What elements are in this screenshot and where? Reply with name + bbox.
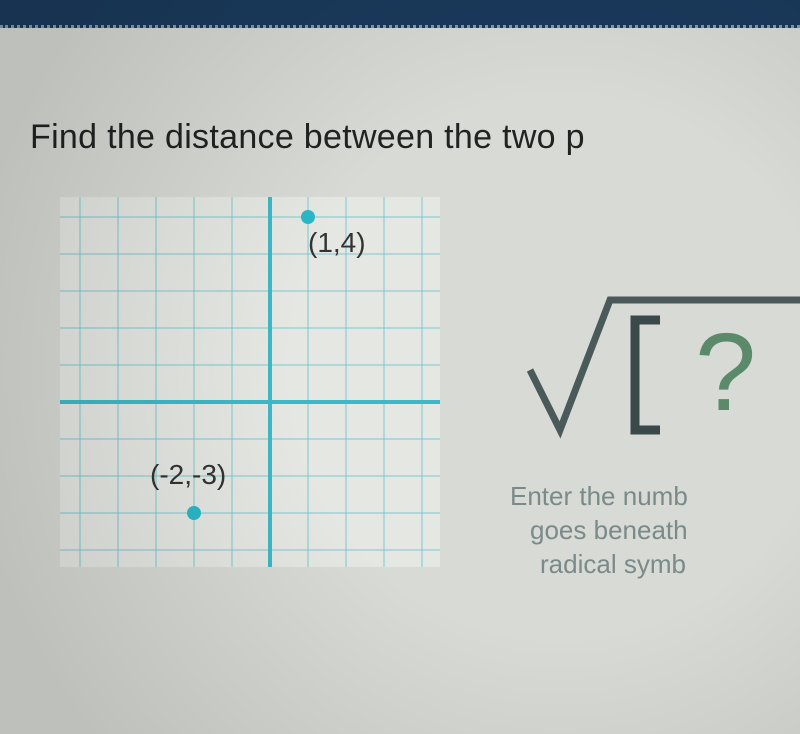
hint-line-3: radical symb	[510, 548, 800, 582]
question-text: Find the distance between the two p	[30, 118, 800, 157]
bracket-icon	[635, 320, 660, 430]
point-neg2-neg3	[187, 506, 201, 520]
hint-line-1: Enter the numb	[510, 480, 800, 514]
top-banner	[0, 0, 800, 28]
point-label-neg2-neg3: (-2,-3)	[150, 459, 226, 491]
hint-line-2: goes beneath	[510, 514, 800, 548]
hint-text: Enter the numb goes beneath radical symb	[510, 480, 800, 581]
point-label-1-4: (1,4)	[308, 227, 366, 259]
grid-svg	[60, 197, 440, 567]
radical-answer-box[interactable]: ?	[520, 280, 800, 440]
coordinate-graph: (1,4) (-2,-3)	[60, 197, 440, 567]
answer-placeholder[interactable]: ?	[695, 311, 756, 434]
radical-icon	[530, 300, 800, 430]
point-1-4	[301, 210, 315, 224]
